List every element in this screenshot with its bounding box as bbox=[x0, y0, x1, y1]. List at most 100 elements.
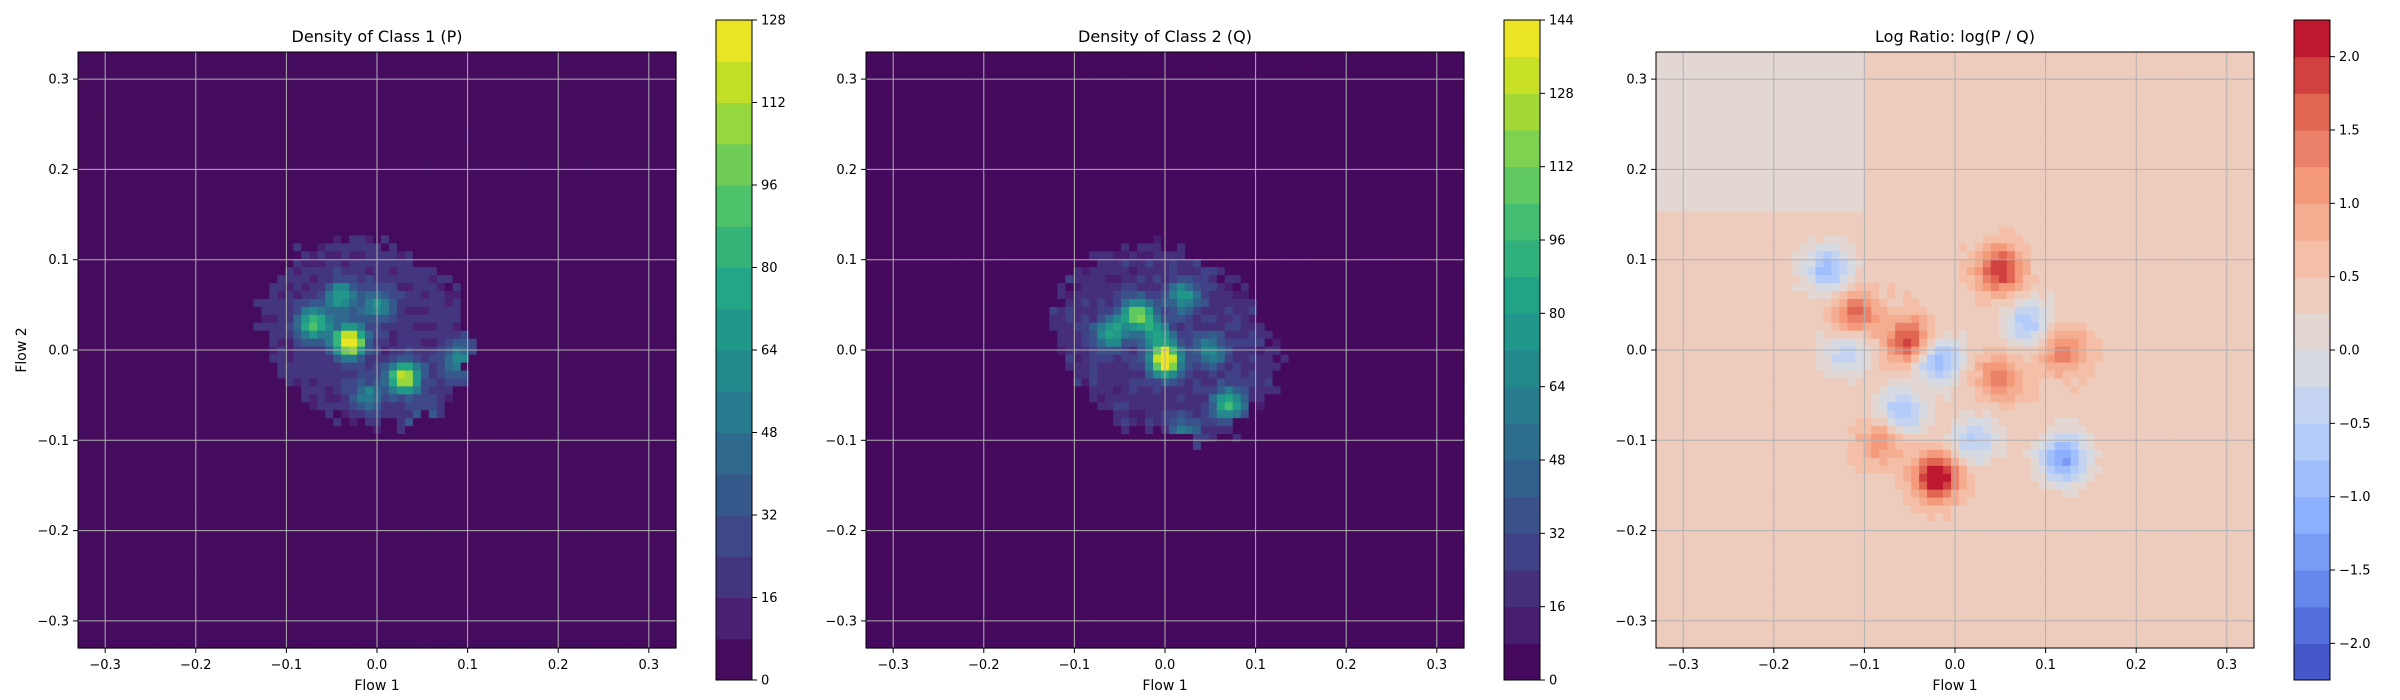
heatmap-cell bbox=[197, 171, 207, 180]
heatmap-cell bbox=[109, 322, 119, 331]
heatmap-cell bbox=[85, 520, 95, 530]
heatmap-cell bbox=[500, 155, 510, 164]
heatmap-cell bbox=[388, 512, 398, 522]
heatmap-cell bbox=[125, 473, 135, 482]
heatmap-cell bbox=[484, 282, 494, 291]
heatmap-cell bbox=[157, 179, 167, 188]
heatmap-cell bbox=[269, 250, 278, 260]
heatmap-cell bbox=[508, 369, 518, 379]
heatmap-cell bbox=[588, 218, 597, 228]
heatmap-cell bbox=[85, 306, 95, 315]
heatmap-cell bbox=[420, 640, 430, 649]
heatmap-cell bbox=[213, 258, 223, 268]
heatmap-cell bbox=[604, 266, 613, 276]
heatmap-cell bbox=[237, 489, 247, 498]
heatmap-cell bbox=[468, 385, 478, 395]
heatmap-cell bbox=[269, 314, 278, 323]
heatmap-cell bbox=[436, 330, 446, 339]
heatmap-cell bbox=[468, 195, 478, 204]
heatmap-cell bbox=[444, 528, 454, 538]
heatmap-cell bbox=[173, 282, 183, 291]
heatmap-cell bbox=[365, 361, 374, 371]
heatmap-cell bbox=[205, 187, 215, 196]
heatmap-cell bbox=[181, 179, 191, 188]
heatmap-cell bbox=[588, 552, 597, 562]
heatmap-cell bbox=[181, 497, 191, 506]
heatmap-cell bbox=[444, 520, 454, 530]
heatmap-cell bbox=[189, 274, 199, 284]
heatmap-cell bbox=[580, 242, 589, 252]
heatmap-cell bbox=[205, 282, 215, 291]
heatmap-cell bbox=[229, 409, 239, 419]
heatmap-cell bbox=[532, 298, 542, 307]
heatmap-cell bbox=[317, 449, 326, 458]
heatmap-cell bbox=[572, 218, 581, 228]
heatmap-cell bbox=[197, 147, 207, 156]
heatmap-cell bbox=[532, 361, 542, 371]
heatmap-cell bbox=[325, 306, 334, 315]
heatmap-cell bbox=[396, 361, 406, 371]
heatmap-cell bbox=[293, 417, 302, 427]
heatmap-cell bbox=[572, 624, 581, 633]
heatmap-cell bbox=[468, 338, 478, 347]
heatmap-cell bbox=[588, 481, 597, 490]
heatmap-cell bbox=[229, 441, 239, 450]
heatmap-cell bbox=[165, 560, 175, 570]
heatmap-cell bbox=[173, 314, 183, 323]
heatmap-cell bbox=[620, 608, 629, 617]
heatmap-cell bbox=[285, 497, 294, 506]
heatmap-cell bbox=[636, 163, 645, 172]
heatmap-cell bbox=[516, 385, 526, 395]
heatmap-cell bbox=[668, 600, 677, 609]
heatmap-cell bbox=[436, 187, 446, 196]
heatmap-cell bbox=[556, 179, 565, 188]
heatmap-cell bbox=[572, 195, 581, 204]
heatmap-cell bbox=[341, 155, 350, 164]
heatmap-cell bbox=[468, 465, 478, 474]
heatmap-cell bbox=[620, 489, 629, 498]
heatmap-cell bbox=[149, 353, 159, 363]
heatmap-cell bbox=[173, 481, 183, 490]
heatmap-cell bbox=[404, 202, 414, 212]
heatmap-cell bbox=[325, 139, 334, 148]
heatmap-cell bbox=[229, 187, 239, 196]
heatmap-cell bbox=[588, 179, 597, 188]
heatmap-cell bbox=[181, 298, 191, 307]
heatmap-cell bbox=[484, 274, 494, 284]
heatmap-cell bbox=[500, 131, 510, 141]
heatmap-cell bbox=[269, 528, 278, 538]
heatmap-cell bbox=[269, 330, 278, 339]
heatmap-cell bbox=[277, 306, 286, 315]
heatmap-cell bbox=[572, 401, 581, 411]
heatmap-cell bbox=[269, 473, 278, 482]
heatmap-cell bbox=[612, 139, 621, 148]
heatmap-cell bbox=[452, 147, 462, 156]
heatmap-cell bbox=[109, 187, 119, 196]
heatmap-cell bbox=[349, 353, 358, 363]
heatmap-cell bbox=[420, 465, 430, 474]
heatmap-cell bbox=[141, 584, 151, 593]
heatmap-cell bbox=[412, 592, 422, 601]
heatmap-cell bbox=[245, 218, 255, 228]
heatmap-cell bbox=[245, 536, 255, 546]
heatmap-cell bbox=[540, 306, 550, 315]
heatmap-cell bbox=[612, 282, 621, 291]
heatmap-cell bbox=[325, 131, 334, 141]
heatmap-cell bbox=[532, 473, 542, 482]
heatmap-cell bbox=[524, 202, 534, 212]
heatmap-cell bbox=[420, 250, 430, 260]
heatmap-cell bbox=[253, 338, 262, 347]
heatmap-cell bbox=[181, 640, 191, 649]
heatmap-cell bbox=[476, 512, 486, 522]
heatmap-cell bbox=[101, 560, 111, 570]
heatmap-cell bbox=[173, 139, 183, 148]
heatmap-cell bbox=[620, 330, 629, 339]
heatmap-cell bbox=[380, 330, 390, 339]
heatmap-cell bbox=[85, 314, 95, 323]
heatmap-cell bbox=[516, 544, 526, 554]
heatmap-cell bbox=[588, 250, 597, 260]
heatmap-cell bbox=[548, 504, 557, 514]
heatmap-cell bbox=[548, 139, 557, 148]
heatmap-cell bbox=[388, 552, 398, 562]
heatmap-cell bbox=[668, 481, 677, 490]
